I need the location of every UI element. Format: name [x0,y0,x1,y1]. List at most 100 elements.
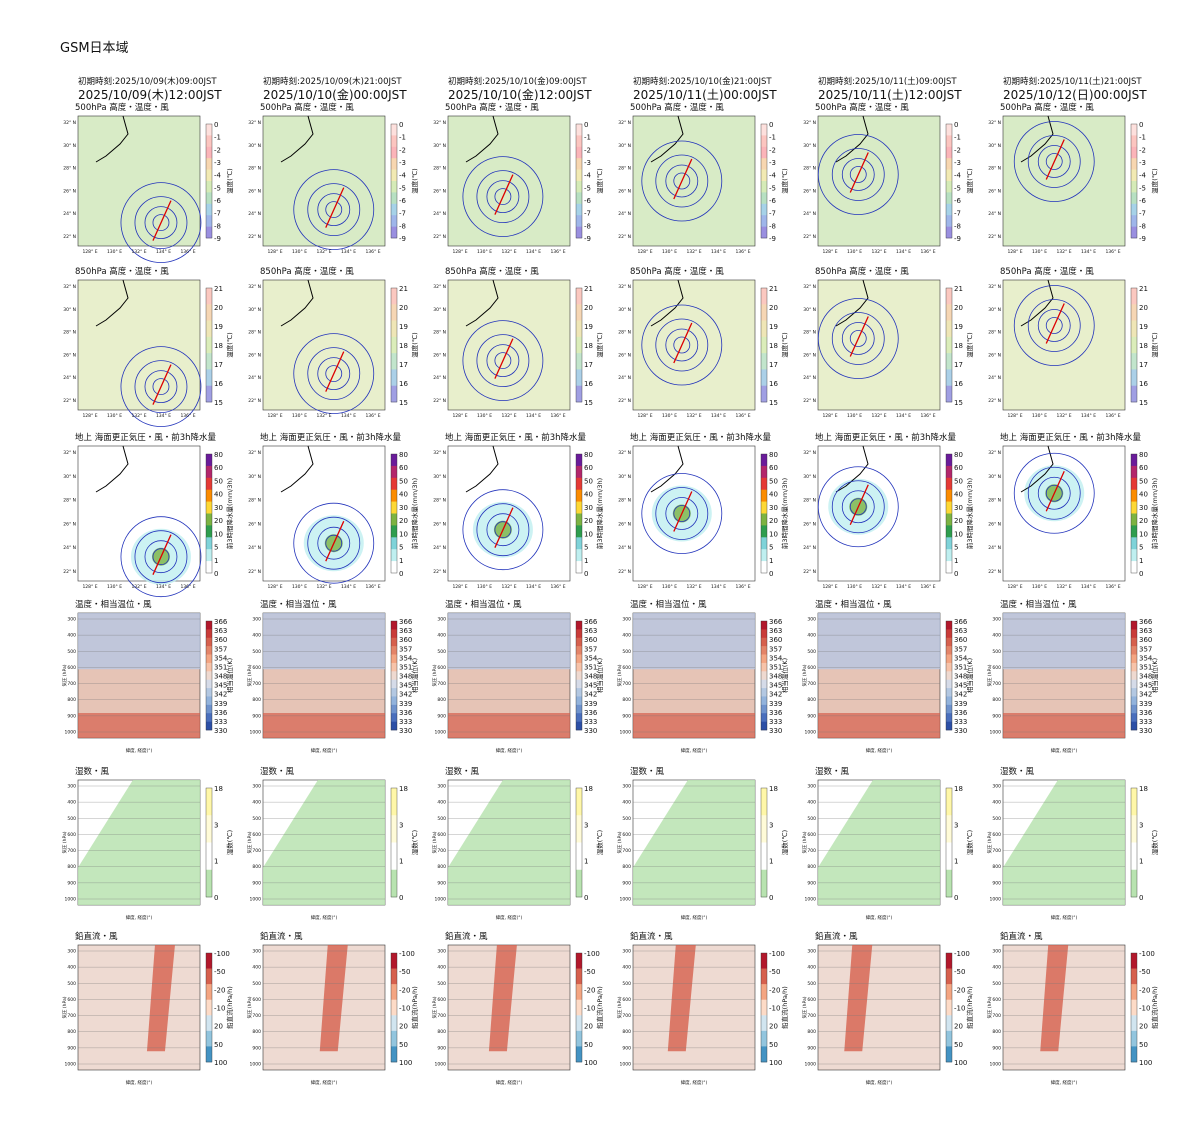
colorbar-tick: 60 [584,464,593,472]
colorbar-tick: 50 [584,1041,593,1049]
colorbar-segment [576,353,582,370]
colorbar-tick: 3 [584,821,588,829]
colorbar-segment [391,385,397,403]
colorbar-tick: 357 [584,645,597,653]
colorbar-tick: 30 [769,504,778,512]
lon-label: 132° E [501,413,516,419]
panel-title: 湿数・風 [1000,766,1035,777]
colorbar-tick: 336 [399,709,413,717]
panel-title: 850hPa 高度・温度・風 [260,266,354,277]
colorbar-segment [391,654,397,664]
panel-title: 温度・相当温位・風 [445,599,522,610]
pressure-label: 400 [807,965,816,971]
colorbar-segment [1131,646,1137,655]
lat-label: 22° N [803,569,816,575]
x-axis-label: 緯度, 経度(°) [866,747,893,754]
colorbar-segment [206,513,212,526]
colorbar-tick: 360 [1139,636,1152,644]
colorbar-tick: -9 [769,235,776,243]
colorbar-tick: 348 [584,673,597,681]
moist-area [263,780,385,905]
panel-title: 500hPa 高度・温度・風 [630,102,724,113]
pressure-label: 900 [992,713,1001,719]
track [673,158,693,200]
isobar [641,473,723,554]
colorbar-frame [390,123,398,239]
colorbar-tick: 10 [214,530,223,538]
colorbar-frame [575,952,583,1063]
lon-label: 136° E [365,584,380,590]
colorbar-tick: 10 [584,530,593,538]
colorbar-tick: 360 [769,636,782,644]
lon-label: 132° E [131,584,146,590]
colorbar-tick: 0 [954,121,958,129]
colorbar-segment [1131,629,1137,639]
colorbar-tick: 20 [399,1023,408,1031]
colorbar-tick: -100 [1139,950,1155,958]
colorbar-segment [206,842,212,871]
lon-label: 132° E [131,413,146,419]
colorbar-segment [391,489,397,502]
coastline [835,445,869,493]
colorbar-segment [946,679,952,689]
colorbar-tick: 60 [1139,464,1148,472]
isobar [1013,285,1095,366]
colorbar-label: 鉛直流(hPa/h) [225,986,234,1029]
colorbar-segment [946,320,952,338]
colorbar-tick: 0 [584,894,588,902]
lon-label: 136° E [735,413,750,419]
colorbar-segment [1131,525,1137,538]
isobar [655,154,709,208]
colorbar-segment [761,815,767,843]
pressure-label: 500 [807,649,816,655]
pressure-label: 400 [807,800,816,806]
colorbar-tick: -50 [769,968,780,976]
colorbar-tick: 0 [769,570,773,578]
colorbar-segment [946,968,952,985]
pressure-label: 500 [807,816,816,822]
colorbar-frame [1130,787,1138,898]
colorbar-segment [391,968,397,985]
lat-label: 30° N [248,307,261,313]
colorbar-tick: -10 [584,1005,595,1013]
colorbar-label: 湿数(℃) [965,830,974,855]
lon-label: 128° E [452,413,467,419]
lon-label: 136° E [550,413,565,419]
lat-label: 24° N [248,545,261,551]
lon-label: 134° E [156,584,171,590]
colorbar-tick: -9 [954,235,961,243]
lat-label: 32° N [63,284,76,290]
colorbar-segment [206,320,212,338]
colorbar-tick: 5 [1139,544,1143,552]
colorbar-segment [391,561,397,574]
pressure-label: 700 [252,681,261,687]
pressure-label: 300 [67,617,76,623]
colorbar-tick: -100 [399,950,415,958]
colorbar-tick: 21 [1139,285,1148,293]
colorbar-segment [1131,181,1137,193]
colorbar-tick: 3 [1139,821,1143,829]
colorbar-segment [576,369,582,387]
colorbar-segment [1131,1046,1137,1063]
colorbar-tick: 330 [399,727,412,735]
colorbar-label: 相当温位(K) [595,658,604,693]
colorbar-tick: 1 [954,557,958,565]
colorbar-segment [1131,353,1137,370]
colorbar-segment [391,181,397,193]
colorbar-frame [205,787,213,898]
lon-label: 128° E [637,584,652,590]
cold-layer [263,613,385,670]
pressure-label: 600 [622,665,631,671]
colorbar-tick: 5 [214,544,218,552]
lon-label: 132° E [501,584,516,590]
colorbar-segment [576,1030,582,1047]
pressure-label: 1000 [805,730,817,736]
plot-background [1002,279,1126,411]
lat-label: 28° N [988,498,1001,504]
colorbar-label: 湿数(℃) [1150,830,1159,855]
colorbar-frame [1130,453,1138,574]
colorbar-segment [206,353,212,370]
isobar [673,505,691,522]
lat-label: 28° N [63,498,76,504]
colorbar-tick: 100 [769,1059,782,1067]
